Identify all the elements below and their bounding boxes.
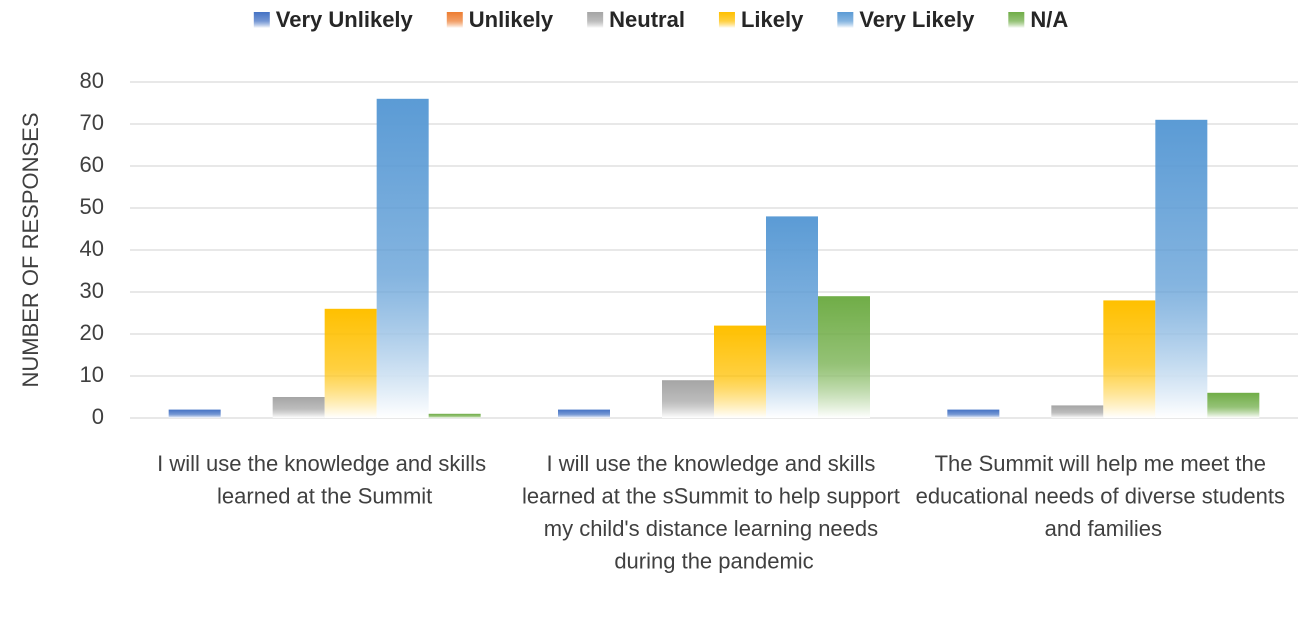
legend-label: N/A bbox=[1030, 7, 1068, 32]
bar bbox=[324, 308, 377, 418]
bar bbox=[1051, 405, 1104, 418]
bar bbox=[714, 325, 766, 418]
y-tick-label: 50 bbox=[80, 194, 104, 219]
x-tick-label: I will use the knowledge and skills lear… bbox=[157, 451, 492, 509]
bar bbox=[376, 98, 429, 419]
legend-label: Very Unlikely bbox=[276, 7, 414, 32]
bar bbox=[818, 296, 870, 418]
x-tick-label: The Summit will help me meet the educati… bbox=[916, 451, 1291, 541]
y-tick-label: 70 bbox=[80, 110, 104, 135]
y-tick-label: 20 bbox=[80, 320, 104, 345]
y-tick-label: 30 bbox=[80, 278, 104, 303]
legend-label: Very Likely bbox=[859, 7, 975, 32]
y-axis-label: NUMBER OF RESPONSES bbox=[18, 112, 43, 387]
legend-marker bbox=[718, 12, 735, 28]
bar bbox=[1103, 300, 1156, 418]
bar bbox=[428, 413, 481, 418]
y-tick-label: 10 bbox=[80, 362, 104, 387]
bar bbox=[662, 380, 714, 418]
legend-marker bbox=[837, 12, 854, 28]
legend-label: Neutral bbox=[609, 7, 685, 32]
bar bbox=[168, 409, 221, 418]
legend-marker bbox=[587, 12, 604, 28]
legend-marker bbox=[446, 12, 463, 28]
legend-label: Unlikely bbox=[469, 7, 554, 32]
bar bbox=[1207, 392, 1260, 418]
bar bbox=[558, 409, 610, 418]
bar bbox=[766, 216, 818, 418]
legend-label: Likely bbox=[741, 7, 804, 32]
y-tick-label: 0 bbox=[92, 404, 104, 429]
bar bbox=[1155, 119, 1208, 419]
y-tick-label: 80 bbox=[80, 68, 104, 93]
bar bbox=[272, 397, 325, 418]
y-tick-label: 60 bbox=[80, 152, 104, 177]
x-tick-label: I will use the knowledge and skills lear… bbox=[522, 451, 906, 574]
y-tick-label: 40 bbox=[80, 236, 104, 261]
legend-marker bbox=[1008, 12, 1025, 28]
bar bbox=[947, 409, 1000, 418]
legend-marker bbox=[253, 12, 270, 28]
